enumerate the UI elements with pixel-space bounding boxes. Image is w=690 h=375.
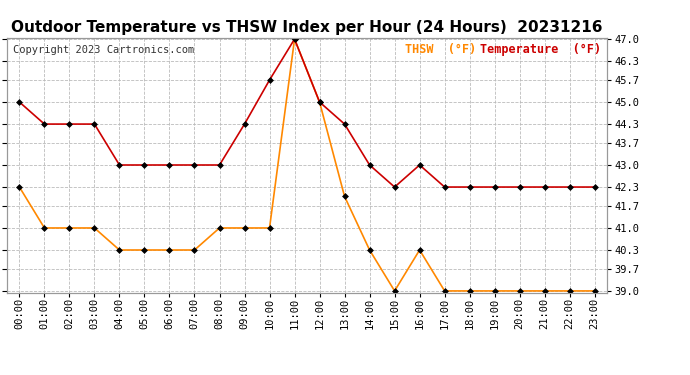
Legend: THSW  (°F), Temperature  (°F): THSW (°F), Temperature (°F)	[401, 39, 606, 61]
Title: Outdoor Temperature vs THSW Index per Hour (24 Hours)  20231216: Outdoor Temperature vs THSW Index per Ho…	[11, 20, 603, 35]
Text: Copyright 2023 Cartronics.com: Copyright 2023 Cartronics.com	[13, 45, 194, 55]
